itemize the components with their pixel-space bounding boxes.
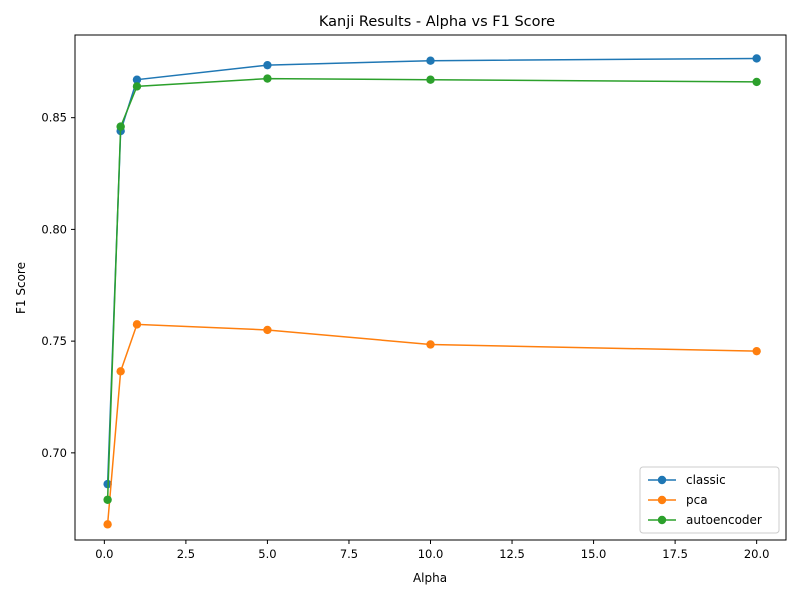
data-point-classic bbox=[263, 60, 272, 70]
data-point-autoencoder bbox=[116, 122, 125, 131]
data-point-pca bbox=[116, 367, 125, 376]
x-axis: 0.0 2.5 5.0 7.5 10.0 12.5 15.0 17.5 20.0 bbox=[95, 540, 769, 561]
data-point-classic bbox=[752, 54, 761, 63]
y-tick-label: 0.75 bbox=[41, 334, 67, 348]
legend-label-pca: pca bbox=[686, 493, 708, 507]
y-tick-label: 0.70 bbox=[41, 446, 67, 460]
legend-marker-classic bbox=[657, 475, 667, 485]
data-point-pca bbox=[103, 520, 112, 529]
x-tick-label: 10.0 bbox=[418, 547, 444, 561]
legend: classic pca autoencoder bbox=[639, 466, 780, 534]
legend-marker-pca bbox=[657, 495, 667, 505]
data-point-autoencoder bbox=[426, 75, 435, 84]
series-layer bbox=[103, 54, 761, 529]
series-line-classic bbox=[106, 57, 757, 485]
x-axis-label: Alpha bbox=[413, 571, 447, 585]
data-point-classic bbox=[132, 75, 142, 84]
data-point-classic bbox=[426, 56, 435, 65]
x-tick-label: 5.0 bbox=[258, 547, 276, 561]
data-point-pca bbox=[752, 346, 761, 356]
data-point-autoencoder bbox=[132, 82, 142, 91]
x-tick-label: 7.5 bbox=[340, 547, 358, 561]
x-tick-label: 20.0 bbox=[744, 547, 770, 561]
legend-label-classic: classic bbox=[686, 473, 726, 487]
legend-label-autoencoder: autoencoder bbox=[686, 513, 762, 527]
x-tick-label: 2.5 bbox=[177, 547, 195, 561]
y-axis: 0.70 0.75 0.80 0.85 bbox=[41, 111, 75, 460]
data-point-autoencoder bbox=[752, 77, 761, 87]
plot-area bbox=[74, 34, 787, 541]
x-tick-label: 0.0 bbox=[95, 547, 113, 561]
series-line-pca bbox=[106, 323, 757, 525]
y-tick-label: 0.80 bbox=[41, 222, 67, 236]
chart-title: Kanji Results - Alpha vs F1 Score bbox=[319, 14, 555, 30]
data-point-autoencoder bbox=[103, 495, 112, 504]
x-tick-label: 15.0 bbox=[581, 547, 607, 561]
data-point-pca bbox=[132, 320, 142, 329]
data-point-pca bbox=[263, 325, 272, 335]
legend-marker-autoencoder bbox=[657, 515, 667, 525]
data-point-pca bbox=[426, 340, 435, 349]
y-axis-label: F1 Score bbox=[14, 262, 28, 314]
y-tick-label: 0.85 bbox=[41, 111, 67, 125]
x-tick-label: 12.5 bbox=[499, 547, 525, 561]
x-tick-label: 17.5 bbox=[662, 547, 688, 561]
legend-box bbox=[639, 466, 780, 534]
data-point-autoencoder bbox=[263, 74, 272, 83]
series-line-autoencoder bbox=[106, 77, 757, 500]
